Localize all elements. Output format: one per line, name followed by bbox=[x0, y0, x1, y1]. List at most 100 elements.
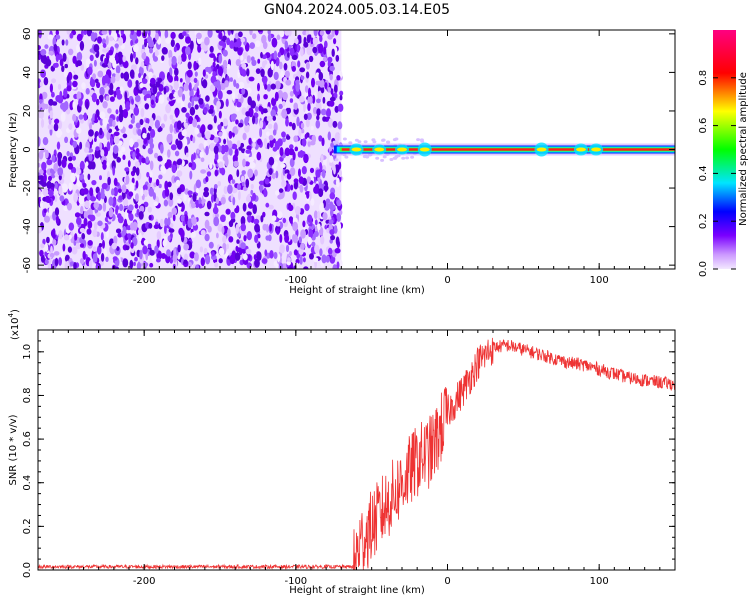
noise-cell bbox=[260, 51, 263, 59]
noise-cell bbox=[196, 149, 200, 154]
noise-cell bbox=[51, 154, 56, 163]
noise-cell bbox=[142, 184, 148, 191]
noise-cell bbox=[198, 98, 204, 105]
noise-cell bbox=[279, 244, 285, 254]
noise-cell bbox=[187, 190, 193, 196]
snr-x-tick-label: 0 bbox=[444, 576, 450, 587]
noise-cell bbox=[283, 63, 288, 71]
band-speckle bbox=[380, 158, 385, 162]
noise-cell bbox=[188, 115, 194, 125]
noise-cell bbox=[171, 119, 176, 124]
noise-cell bbox=[76, 91, 82, 101]
noise-cell bbox=[295, 258, 300, 265]
noise-cell bbox=[214, 152, 219, 162]
noise-cell bbox=[203, 247, 208, 255]
noise-cell bbox=[234, 252, 241, 261]
noise-cell bbox=[45, 58, 52, 67]
noise-cell bbox=[305, 118, 310, 128]
noise-cell bbox=[122, 55, 127, 63]
noise-cell bbox=[76, 44, 80, 53]
noise-cell bbox=[246, 211, 252, 217]
noise-cell bbox=[269, 138, 274, 148]
noise-cell bbox=[105, 256, 109, 262]
noise-cell bbox=[248, 156, 255, 163]
noise-cell bbox=[176, 120, 182, 130]
noise-cell bbox=[102, 202, 107, 212]
noise-cell bbox=[242, 158, 246, 168]
noise-cell bbox=[77, 168, 81, 175]
noise-cell bbox=[92, 229, 98, 238]
noise-cell bbox=[266, 84, 272, 92]
noise-cell bbox=[284, 147, 291, 157]
noise-cell bbox=[112, 166, 116, 176]
noise-cell bbox=[241, 88, 246, 95]
noise-cell bbox=[200, 169, 207, 174]
noise-cell bbox=[324, 40, 328, 49]
noise-cell bbox=[309, 253, 314, 260]
noise-cell bbox=[55, 128, 62, 138]
noise-cell bbox=[281, 108, 288, 119]
snr-x-axis-label: Height of straight line (km) bbox=[289, 585, 425, 596]
noise-cell bbox=[289, 98, 294, 103]
noise-cell bbox=[132, 221, 138, 231]
noise-cell bbox=[54, 118, 60, 124]
noise-cell bbox=[222, 235, 227, 244]
noise-cell bbox=[270, 109, 277, 118]
heatmap-y-tick-label: 0 bbox=[22, 146, 33, 152]
noise-cell bbox=[258, 105, 263, 112]
noise-cell bbox=[304, 133, 308, 140]
noise-cell bbox=[323, 185, 329, 192]
noise-cell bbox=[139, 205, 145, 213]
noise-cell bbox=[108, 49, 114, 56]
noise-cell bbox=[131, 177, 135, 184]
band-speckle bbox=[375, 156, 380, 160]
noise-cell bbox=[254, 223, 260, 233]
snr-y-tick-label: 0.2 bbox=[22, 518, 33, 534]
noise-cell bbox=[299, 255, 303, 265]
noise-cell bbox=[117, 233, 123, 238]
noise-cell bbox=[108, 89, 114, 96]
noise-cell bbox=[84, 200, 90, 209]
noise-cell bbox=[73, 74, 79, 80]
noise-cell bbox=[195, 264, 200, 269]
noise-cell bbox=[321, 202, 324, 212]
noise-cell bbox=[285, 79, 292, 86]
snr-plot-area bbox=[38, 330, 675, 570]
noise-cell bbox=[134, 161, 140, 168]
heatmap-y-tick-label: 60 bbox=[22, 27, 33, 40]
noise-cell bbox=[213, 216, 220, 227]
noise-cell bbox=[334, 105, 339, 113]
noise-cell bbox=[139, 232, 142, 242]
noise-cell bbox=[256, 138, 262, 146]
noise-cell bbox=[333, 92, 338, 99]
noise-cell bbox=[48, 118, 52, 125]
noise-cell bbox=[141, 52, 147, 60]
noise-cell bbox=[314, 244, 320, 254]
noise-cell bbox=[213, 136, 219, 143]
noise-cell bbox=[178, 227, 184, 236]
noise-cell bbox=[94, 78, 99, 84]
noise-cell bbox=[289, 158, 295, 168]
noise-cell bbox=[88, 129, 94, 137]
noise-cell bbox=[212, 61, 216, 68]
noise-cell bbox=[131, 98, 134, 105]
snr-y-tick-label: 0.8 bbox=[22, 388, 33, 404]
noise-cell bbox=[273, 71, 279, 81]
noise-cell bbox=[52, 239, 57, 246]
noise-cell bbox=[229, 40, 235, 49]
noise-cell bbox=[233, 79, 237, 87]
noise-cell bbox=[211, 194, 214, 203]
noise-cell bbox=[180, 214, 186, 222]
noise-cell bbox=[209, 45, 214, 53]
snr-y-axis-label: SNR (10 * v/v) bbox=[8, 414, 19, 485]
noise-cell bbox=[165, 37, 172, 44]
noise-cell bbox=[194, 71, 198, 77]
noise-cell bbox=[287, 52, 290, 58]
noise-cell bbox=[175, 108, 179, 118]
noise-cell bbox=[113, 235, 118, 245]
noise-cell bbox=[271, 37, 278, 48]
noise-cell bbox=[198, 143, 204, 151]
noise-cell bbox=[79, 40, 85, 51]
noise-cell bbox=[76, 33, 83, 42]
